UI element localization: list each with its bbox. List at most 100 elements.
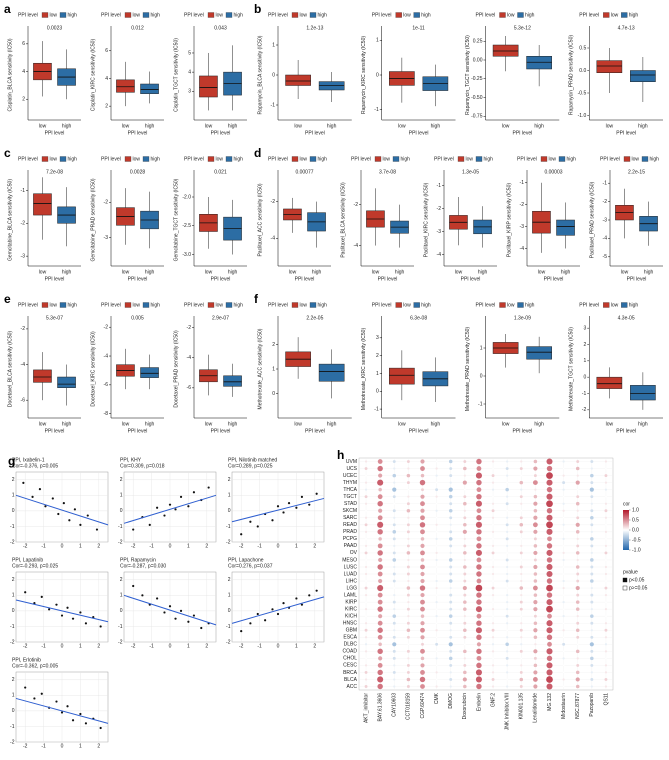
dot bbox=[476, 634, 482, 640]
p-value: 0.021 bbox=[214, 169, 227, 175]
row-label: KIRC bbox=[345, 606, 357, 612]
dot bbox=[463, 572, 467, 576]
dot bbox=[435, 579, 438, 583]
dot bbox=[377, 648, 383, 655]
dot bbox=[562, 509, 565, 512]
y-tick-label: 6 bbox=[22, 41, 25, 47]
legend-swatch bbox=[309, 302, 317, 308]
box bbox=[596, 60, 623, 73]
x-tick-label: high bbox=[478, 269, 488, 275]
dot bbox=[364, 516, 368, 519]
dot bbox=[407, 643, 410, 646]
y-tick-label: -2 bbox=[10, 739, 15, 745]
point bbox=[40, 595, 43, 598]
dot bbox=[590, 685, 593, 688]
y-tick-label: -1 bbox=[478, 401, 483, 407]
box bbox=[389, 367, 415, 385]
y-tick-label: 2 bbox=[120, 477, 123, 483]
x-tick-label: low bbox=[39, 269, 47, 275]
dot bbox=[407, 558, 410, 562]
dot bbox=[475, 676, 482, 683]
dot bbox=[532, 585, 538, 591]
x-tick-label: low bbox=[289, 269, 297, 275]
dot bbox=[407, 601, 410, 604]
dot bbox=[590, 586, 593, 590]
dot bbox=[364, 523, 368, 527]
y-tick-label: -2 bbox=[118, 639, 123, 645]
dot bbox=[590, 537, 594, 541]
dot bbox=[463, 565, 467, 569]
dot bbox=[449, 565, 453, 569]
y-tick-label: -4 bbox=[104, 353, 109, 359]
legend-swatch bbox=[392, 156, 400, 162]
dot bbox=[463, 663, 467, 667]
x-tick-label: low bbox=[205, 421, 213, 427]
dot bbox=[463, 551, 467, 555]
p-value: 2.2e-05 bbox=[306, 315, 323, 321]
dot bbox=[448, 614, 453, 618]
y-axis-label: Docetaxel_KIRC sensitivity (IC50) bbox=[90, 331, 96, 407]
dot bbox=[576, 516, 580, 520]
x-tick-label: 1 bbox=[187, 543, 190, 549]
y-tick-label: 1 bbox=[272, 42, 275, 48]
dot bbox=[419, 676, 426, 683]
colorbar-tick-label: -1.0 bbox=[632, 547, 641, 553]
dot bbox=[505, 558, 509, 562]
x-tick-label: low bbox=[398, 421, 406, 427]
dot bbox=[533, 579, 538, 583]
dot bbox=[533, 572, 538, 576]
dot bbox=[506, 544, 509, 547]
dot bbox=[476, 564, 482, 570]
x-axis-label: PPI level bbox=[409, 130, 429, 136]
y-axis-label: Methotrexate_TGCT sensitivity (IC50) bbox=[569, 327, 575, 411]
point bbox=[200, 626, 203, 630]
x-axis-label: PPI level bbox=[627, 276, 647, 282]
point bbox=[249, 622, 252, 625]
legend-swatch bbox=[207, 12, 215, 18]
dot bbox=[463, 684, 467, 689]
dot bbox=[364, 544, 368, 547]
dot bbox=[562, 608, 565, 610]
dot bbox=[562, 629, 565, 632]
dot bbox=[575, 551, 580, 555]
dot bbox=[377, 599, 383, 605]
legend-title: PPI level bbox=[434, 156, 454, 162]
dot bbox=[546, 479, 553, 486]
x-tick-label: high bbox=[228, 123, 238, 129]
x-tick-label: -2 bbox=[23, 543, 28, 549]
dot bbox=[378, 656, 383, 661]
y-tick-label: -5 bbox=[603, 254, 608, 260]
dot bbox=[406, 523, 410, 527]
y-tick-label: -1.0 bbox=[578, 113, 587, 119]
dot bbox=[448, 656, 453, 661]
x-tick-label: high bbox=[327, 123, 337, 129]
dot bbox=[377, 683, 383, 690]
dot bbox=[533, 670, 538, 675]
dot bbox=[491, 664, 495, 667]
legend-label: low bbox=[403, 12, 411, 18]
legend-swatch bbox=[225, 156, 233, 162]
dot bbox=[364, 678, 368, 681]
dot bbox=[435, 642, 439, 646]
p-value: 4.3e-05 bbox=[618, 315, 635, 321]
column-label: CGP.60474 bbox=[420, 693, 426, 719]
y-tick-label: -1 bbox=[582, 391, 587, 397]
y-axis-label: Paclitaxel_KIRP sensitivity (IC50) bbox=[506, 183, 512, 257]
point bbox=[179, 609, 183, 612]
y-tick-label: -6 bbox=[104, 382, 109, 388]
x-axis-label: PPI level bbox=[616, 428, 636, 434]
dot bbox=[546, 655, 553, 662]
fit-line bbox=[15, 697, 109, 724]
dot bbox=[435, 523, 438, 526]
dot bbox=[476, 479, 482, 486]
dot bbox=[575, 565, 580, 569]
dot bbox=[506, 495, 509, 498]
box bbox=[223, 375, 242, 387]
legend-swatch bbox=[603, 302, 610, 308]
dot bbox=[406, 621, 410, 625]
dot bbox=[476, 508, 482, 514]
scatter-title: PPI, Ixabelin-1 bbox=[12, 457, 45, 463]
dot bbox=[462, 480, 467, 485]
column-label: GNF.2 bbox=[490, 693, 496, 707]
dot bbox=[435, 573, 438, 575]
